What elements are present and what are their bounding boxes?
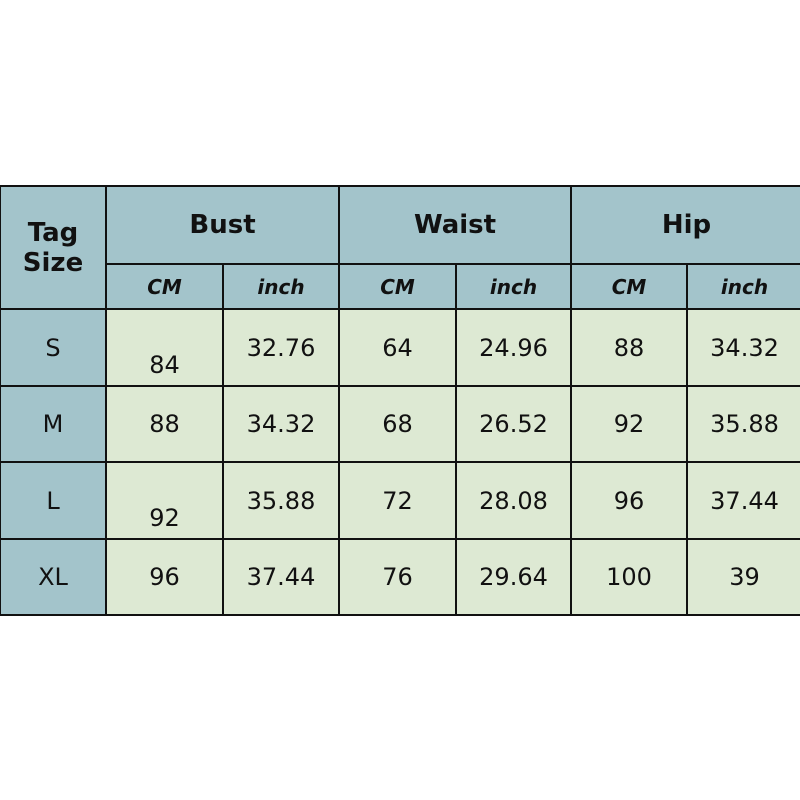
- value-cell: 34.32: [686, 308, 800, 387]
- value-cell: 76: [338, 538, 458, 616]
- unit-header: CM: [570, 263, 689, 310]
- size-cell: L: [0, 461, 107, 540]
- value-cell: 92: [105, 461, 224, 540]
- value-cell: 88: [105, 385, 224, 463]
- value-cell: 100: [570, 538, 689, 616]
- value-cell: 68: [338, 385, 458, 463]
- table-row: M 88 34.32 68 26.52 92 35.88: [0, 385, 800, 463]
- value-cell: 32.76: [221, 308, 341, 387]
- size-cell: XL: [0, 538, 107, 616]
- value-cell: 39: [686, 538, 800, 616]
- value-cell: 96: [105, 538, 224, 616]
- value-cell: 37.44: [686, 461, 800, 540]
- value-cell: 34.32: [221, 385, 341, 463]
- unit-header: inch: [686, 263, 800, 310]
- value-cell: 88: [570, 308, 689, 387]
- unit-header: CM: [105, 263, 224, 310]
- table-row: S 84 32.76 64 24.96 88 34.32: [0, 308, 800, 387]
- value-cell: 96: [570, 461, 689, 540]
- value-cell: 35.88: [686, 385, 800, 463]
- unit-header: CM: [338, 263, 458, 310]
- table-row: XL 96 37.44 76 29.64 100 39: [0, 538, 800, 616]
- value-cell: 37.44: [221, 538, 341, 616]
- waist-header: Waist: [338, 185, 573, 265]
- unit-header: inch: [221, 263, 341, 310]
- bust-header: Bust: [104, 185, 341, 265]
- size-chart-table: Tag Size Bust Waist Hip CM inch CM inch …: [0, 185, 800, 616]
- value-cell: 84: [105, 308, 224, 387]
- hip-header: Hip: [570, 185, 800, 265]
- tag-size-header: Tag Size: [0, 185, 107, 310]
- value-cell: 24.96: [455, 308, 573, 387]
- value-cell: 35.88: [221, 461, 341, 540]
- value-cell: 72: [338, 461, 458, 540]
- size-cell: S: [0, 308, 107, 387]
- value-cell: 64: [338, 308, 458, 387]
- value-cell: 29.64: [455, 538, 573, 616]
- table-row: L 92 35.88 72 28.08 96 37.44: [0, 461, 800, 540]
- unit-header: inch: [455, 263, 573, 310]
- size-cell: M: [0, 385, 107, 463]
- value-cell: 28.08: [455, 461, 573, 540]
- value-cell: 26.52: [455, 385, 573, 463]
- value-cell: 92: [570, 385, 689, 463]
